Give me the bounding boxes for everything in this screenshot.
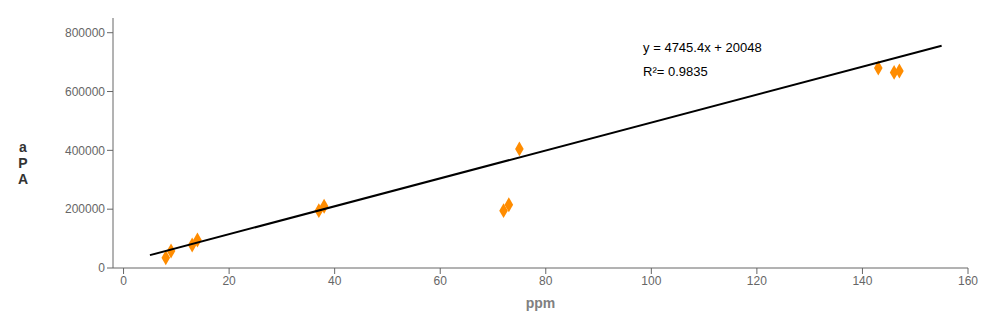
svg-text:140: 140 <box>852 274 872 288</box>
html-text:a: a <box>19 139 27 155</box>
svg-text:20: 20 <box>222 274 236 288</box>
svg-text:200000: 200000 <box>65 202 105 216</box>
html-text:P: P <box>18 155 28 171</box>
svg-text:400000: 400000 <box>65 144 105 158</box>
svg-text:40: 40 <box>328 274 342 288</box>
svg-text:80: 80 <box>539 274 553 288</box>
svg-text:800000: 800000 <box>65 26 105 40</box>
svg-text:0: 0 <box>120 274 127 288</box>
svg-text:ppm: ppm <box>526 295 556 311</box>
svg-text:160: 160 <box>958 274 978 288</box>
svg-text:60: 60 <box>434 274 448 288</box>
html-text:A: A <box>17 171 29 187</box>
html-text:y = 4745.4x + 20048: y = 4745.4x + 20048 <box>643 39 762 55</box>
svg-text:600000: 600000 <box>65 85 105 99</box>
svg-text:120: 120 <box>747 274 767 288</box>
svg-text:100: 100 <box>641 274 661 288</box>
html-text:R²= 0.9835: R²= 0.9835 <box>643 63 708 79</box>
svg-text:0: 0 <box>98 261 105 275</box>
